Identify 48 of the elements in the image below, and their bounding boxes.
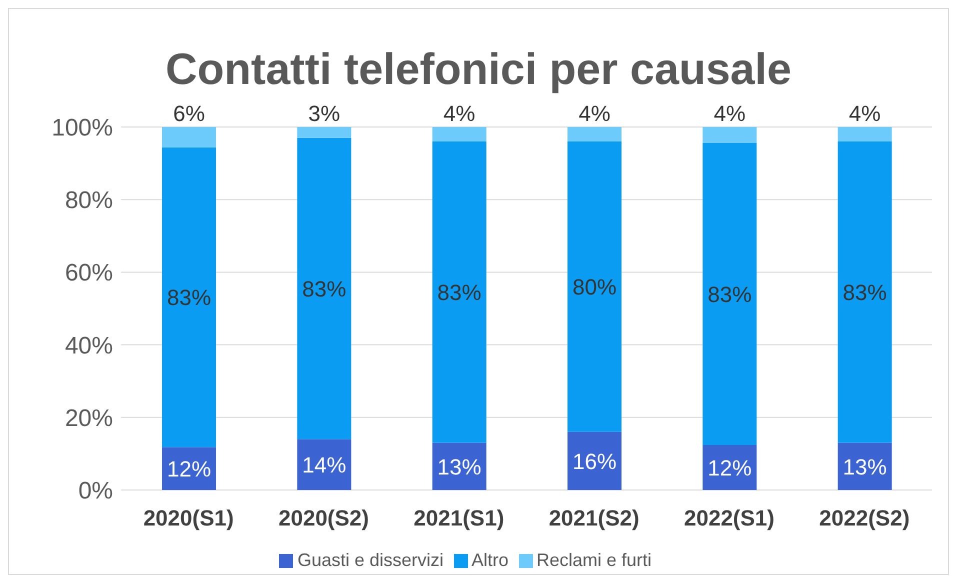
y-tick-label: 60% [64, 260, 113, 287]
bar [297, 127, 352, 138]
data-label: 12% [708, 455, 752, 480]
legend-label: Reclami e furti [536, 550, 652, 570]
data-label: 4% [714, 101, 746, 126]
data-label: 80% [572, 274, 617, 300]
x-tick-label: 2021(S2) [548, 506, 640, 531]
y-tick-label: 20% [64, 404, 113, 432]
bar [838, 142, 892, 443]
legend-label: Guasti e disservizi [297, 550, 444, 570]
data-label: 16% [572, 448, 617, 474]
data-label: 13% [842, 454, 887, 480]
x-tick-label: 2020(S1) [143, 506, 234, 531]
bar [162, 147, 216, 448]
bar [568, 432, 622, 490]
data-label: 14% [302, 452, 346, 478]
data-label: 3% [308, 101, 340, 126]
data-label: 13% [437, 454, 482, 480]
x-tick-label: 2022(S1) [684, 506, 775, 531]
y-tick-label: 100% [52, 114, 113, 142]
bar [702, 127, 757, 143]
bar [568, 142, 622, 432]
data-label: 4% [578, 101, 610, 126]
data-label: 6% [173, 101, 205, 126]
x-tick-label: 2020(S2) [278, 506, 370, 531]
y-tick-label: 40% [64, 332, 113, 360]
data-label: 83% [437, 280, 482, 306]
bar [838, 127, 892, 142]
bar [702, 142, 757, 445]
x-tick-label: 2021(S1) [414, 506, 504, 531]
legend-label: Altro [472, 550, 509, 570]
data-label: 83% [302, 276, 346, 302]
y-tick-label: 0% [78, 478, 113, 505]
data-label: 4% [848, 101, 881, 126]
data-label: 12% [166, 456, 212, 482]
bar [432, 127, 486, 142]
y-tick-label: 80% [64, 187, 113, 214]
data-label: 4% [443, 101, 476, 126]
data-label: 83% [166, 285, 212, 310]
bar [297, 439, 352, 490]
data-label: 83% [708, 282, 752, 307]
bar [162, 127, 216, 148]
data-label: 83% [842, 280, 887, 306]
bar [568, 127, 622, 142]
bar [432, 142, 486, 443]
x-tick-label: 2022(S2) [819, 506, 910, 531]
chart-title: Contatti telefonici per causale [164, 45, 792, 95]
bar [297, 138, 352, 440]
